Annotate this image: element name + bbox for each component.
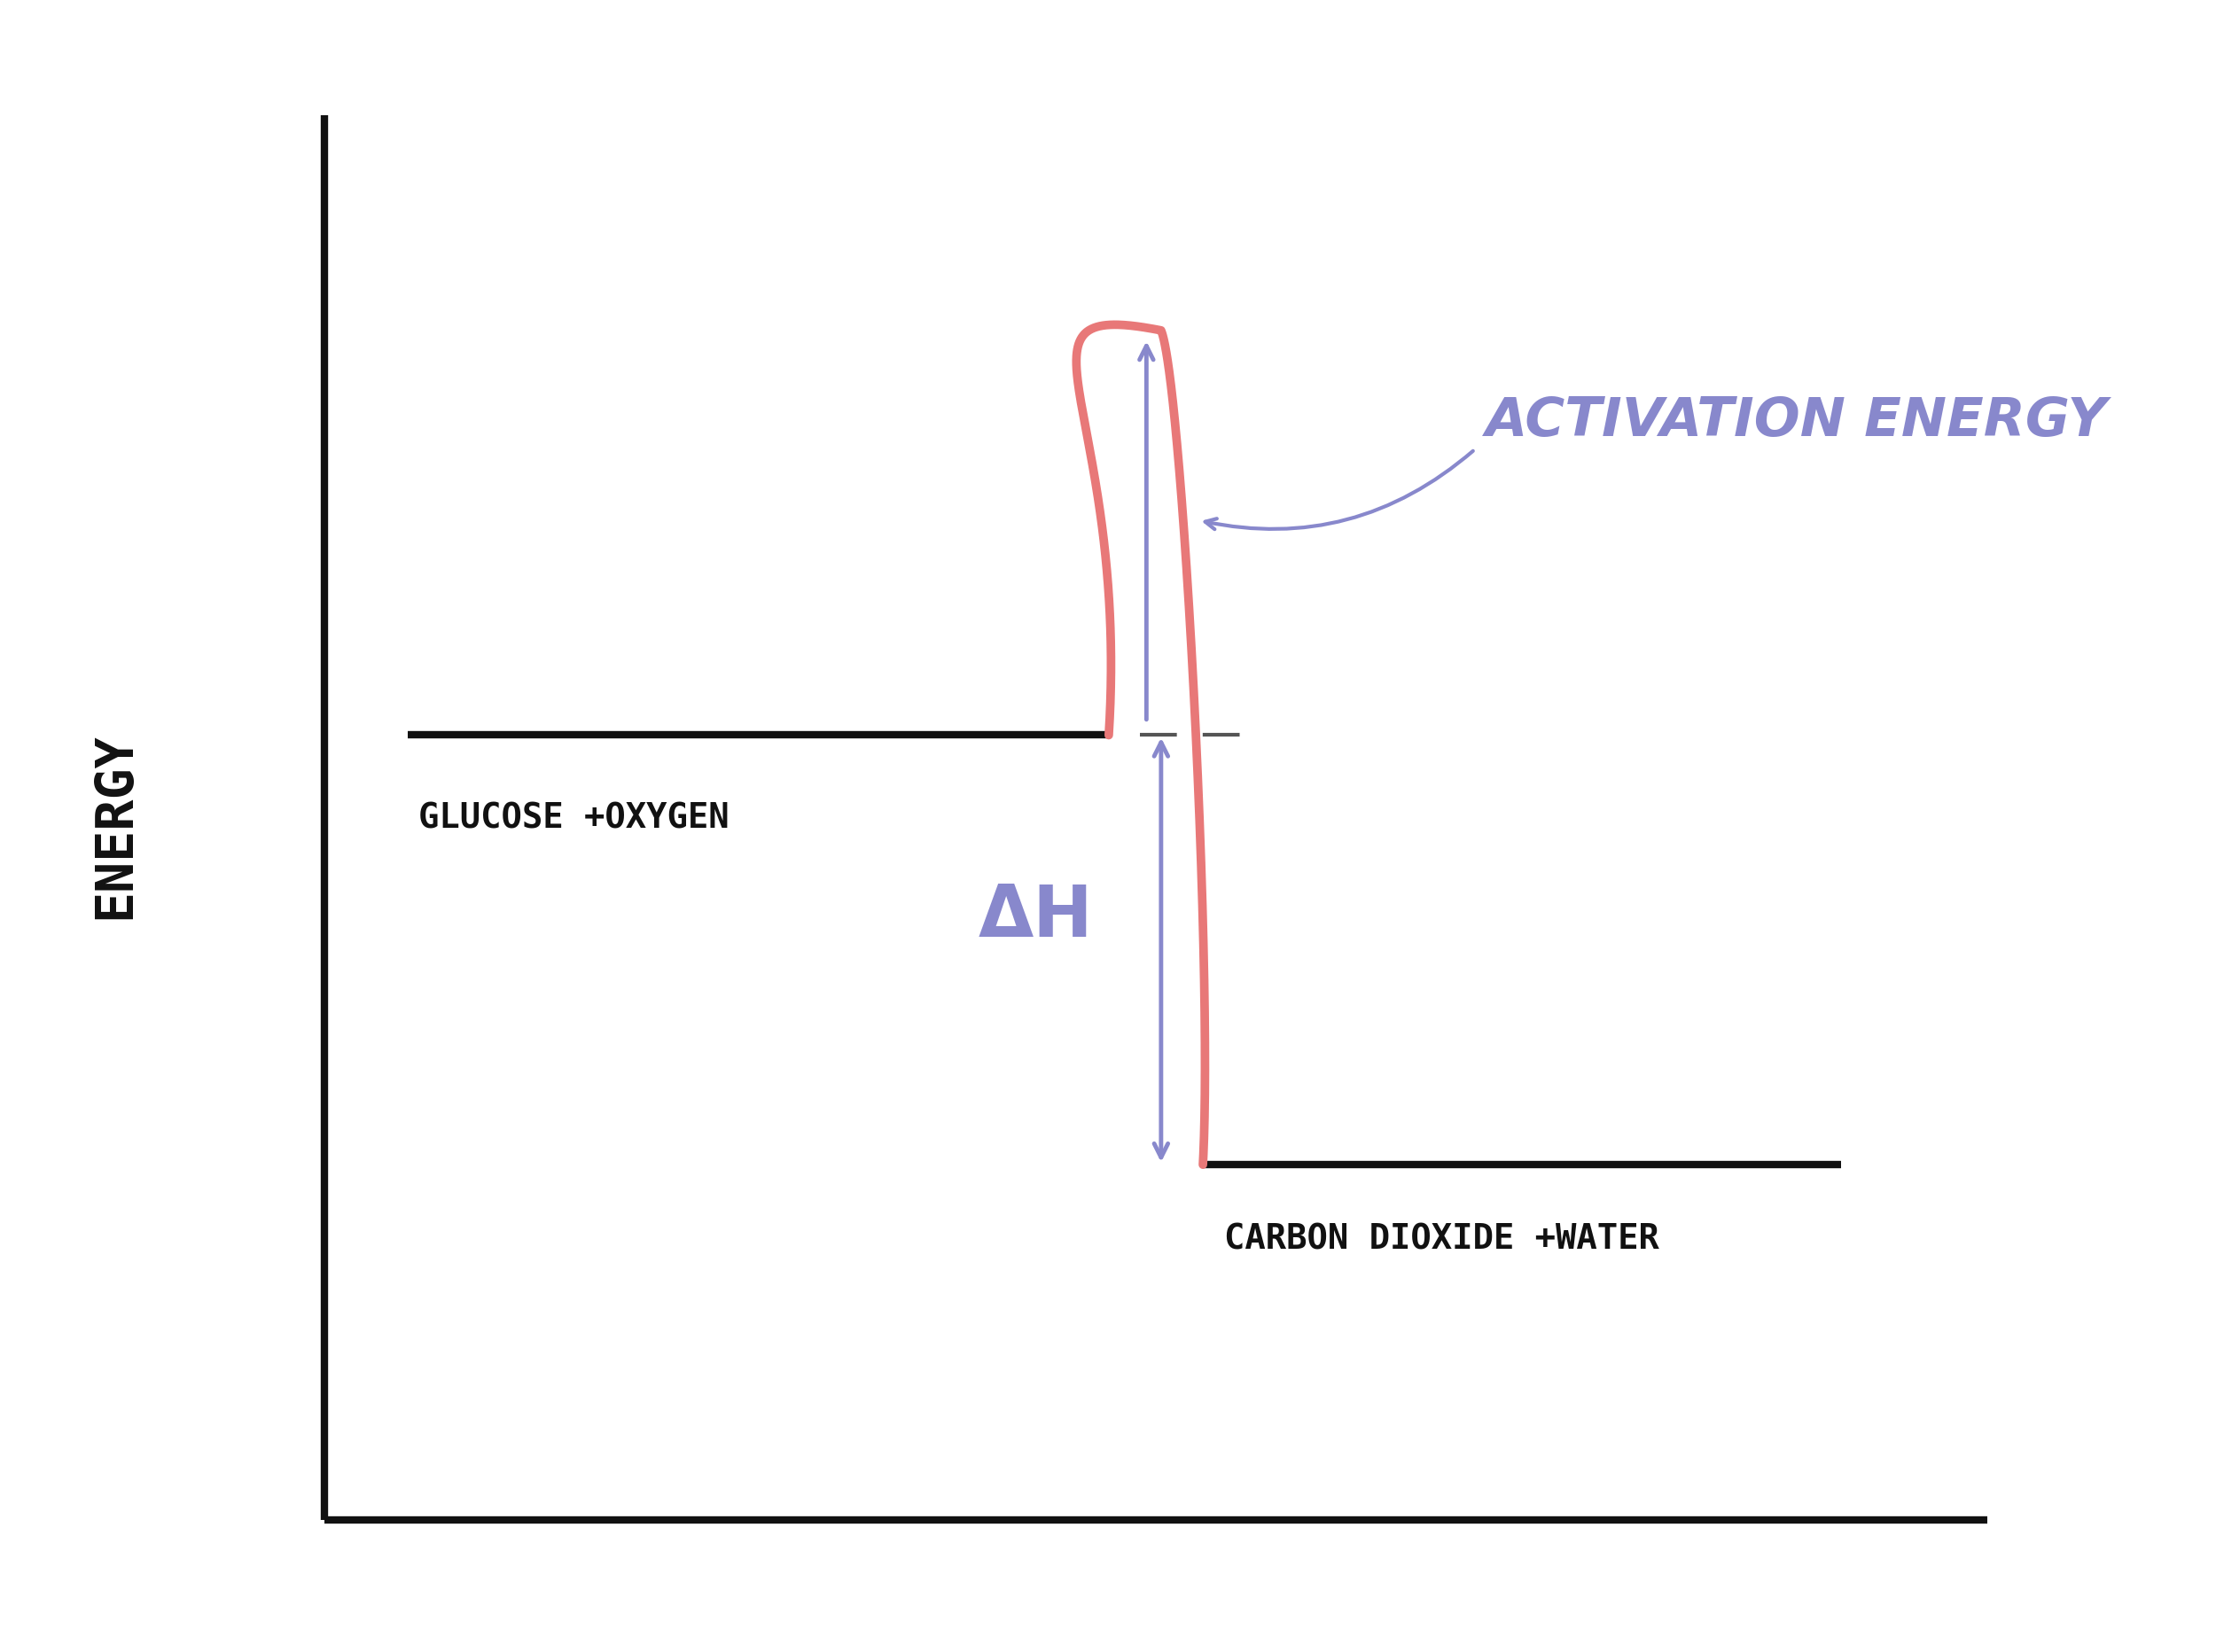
Text: ACTIVATION ENERGY: ACTIVATION ENERGY: [1485, 395, 2107, 448]
Text: CARBON DIOXIDE +WATER: CARBON DIOXIDE +WATER: [1223, 1222, 1660, 1256]
Text: GLUCOSE +OXYGEN: GLUCOSE +OXYGEN: [419, 801, 729, 834]
Text: ENERGY: ENERGY: [91, 732, 140, 920]
FancyArrowPatch shape: [1206, 451, 1474, 529]
Text: ΔH: ΔH: [977, 882, 1092, 952]
